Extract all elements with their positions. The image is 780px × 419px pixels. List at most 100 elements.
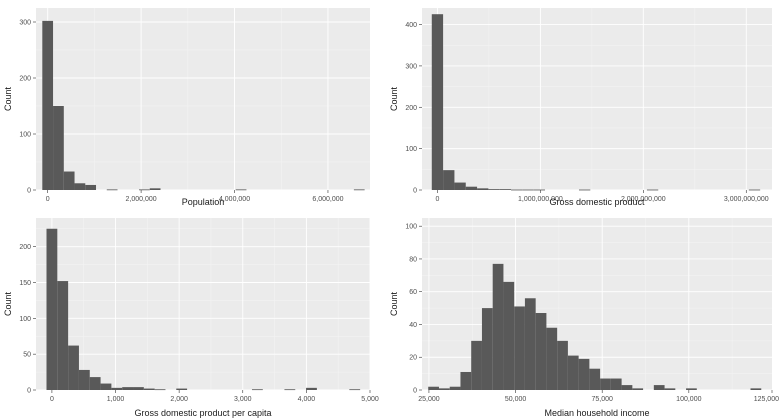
- histogram-bar: [100, 383, 112, 390]
- x-axis-title: Gross domestic product: [549, 197, 645, 207]
- y-tick-label: 100: [19, 316, 31, 323]
- histogram-bar: [78, 369, 90, 390]
- histogram-bar: [589, 368, 601, 390]
- histogram-bar: [686, 388, 697, 390]
- x-tick-label: 2,000: [170, 396, 188, 403]
- y-tick-label: 0: [413, 388, 417, 395]
- y-tick-label: 0: [413, 188, 417, 195]
- histogram-bar: [449, 386, 461, 390]
- histogram-bar: [42, 20, 54, 190]
- histogram-bar: [460, 371, 472, 390]
- histogram-bar: [514, 306, 525, 390]
- x-axis-title: Gross domestic product per capita: [134, 408, 271, 418]
- histogram-bar: [471, 340, 482, 390]
- histogram-bar: [133, 387, 144, 390]
- y-tick-label: 300: [19, 20, 31, 27]
- histogram-bar: [533, 189, 546, 191]
- x-tick-label: 0: [50, 396, 54, 403]
- histogram-panel-4: 0 20 40 60 80 100 25,000 50,000 75,000 100,000 125…: [389, 218, 779, 418]
- y-tick-label: 0: [27, 188, 31, 195]
- y-tick-label: 200: [405, 105, 417, 112]
- histogram-bar: [600, 378, 611, 390]
- histogram-bar: [522, 189, 534, 191]
- histogram-bar: [349, 389, 361, 391]
- histogram-bar: [557, 340, 568, 390]
- x-tick-label: 100,000: [676, 396, 701, 403]
- histogram-bar: [511, 189, 523, 191]
- histogram-bar: [664, 388, 676, 390]
- x-tick-label: 4,000,000: [219, 196, 250, 203]
- histogram-bar: [750, 388, 762, 390]
- histogram-bar: [524, 298, 536, 390]
- x-tick-label: 1,000: [107, 396, 125, 403]
- y-tick-label: 0: [27, 388, 31, 395]
- x-tick-label: 4,000: [298, 396, 316, 403]
- histogram-bar: [154, 389, 166, 391]
- histogram-bar: [284, 389, 296, 391]
- y-axis-title: Count: [389, 87, 399, 112]
- panel-background: [422, 8, 772, 190]
- histogram-bar: [567, 355, 579, 390]
- histogram-bar: [53, 106, 64, 190]
- histogram-bar: [748, 189, 761, 191]
- x-tick-label: 1,000,000,000: [518, 196, 563, 203]
- histogram-bar: [546, 327, 558, 390]
- x-axis-title: Population: [182, 197, 225, 207]
- histogram-bar: [176, 388, 188, 390]
- x-tick-label: 125,000: [754, 396, 779, 403]
- y-axis-title: Count: [3, 292, 13, 317]
- x-tick-label: 2,000,000,000: [621, 196, 666, 203]
- histogram-bar: [632, 388, 644, 390]
- histogram-bar: [57, 281, 69, 390]
- histogram-bar: [454, 182, 466, 190]
- histogram-bar: [139, 189, 150, 191]
- y-tick-label: 200: [19, 76, 31, 83]
- histogram-bar: [74, 183, 86, 190]
- histogram-bar: [143, 388, 155, 390]
- y-tick-label: 300: [405, 63, 417, 70]
- panel-background: [36, 8, 370, 190]
- histogram-bar: [578, 189, 591, 191]
- histogram-bar: [492, 263, 504, 390]
- histogram-bar: [610, 378, 622, 390]
- x-tick-label: 6,000,000: [312, 196, 343, 203]
- histogram-panel-1: 0 100 200 300 0 2,000,000 4,000,000 6,000,000 Po…: [3, 8, 370, 207]
- y-tick-label: 80: [409, 256, 417, 263]
- histogram-bar: [149, 188, 161, 190]
- histogram-bar: [535, 313, 547, 390]
- x-tick-label: 0: [435, 196, 439, 203]
- histogram-bar: [353, 189, 365, 191]
- histogram-panel-3: 0 50 100 150 200 0 1,000 2,000 3,000 4,000 5,000 Gr…: [3, 218, 379, 418]
- histogram-panel-2: 0 100 200 300 400 0 1,000,000,000 2,000,000,000…: [389, 8, 772, 207]
- x-tick-label: 2,000,000: [126, 196, 157, 203]
- histogram-bar: [653, 385, 665, 390]
- y-tick-label: 40: [409, 322, 417, 329]
- y-tick-label: 20: [409, 355, 417, 362]
- y-tick-label: 60: [409, 289, 417, 296]
- y-tick-label: 150: [19, 280, 31, 287]
- y-tick-label: 400: [405, 22, 417, 29]
- histogram-bar: [503, 281, 515, 390]
- y-tick-label: 50: [23, 352, 31, 359]
- x-tick-label: 5,000: [361, 396, 379, 403]
- histogram-bar: [46, 228, 58, 390]
- histogram-bar: [578, 358, 590, 390]
- x-tick-label: 3,000: [234, 396, 252, 403]
- histogram-bar: [251, 389, 263, 391]
- histogram-bar: [488, 189, 500, 190]
- histogram-bar: [438, 388, 450, 390]
- histogram-bar: [465, 186, 478, 190]
- x-tick-label: 3,000,000,000: [724, 196, 769, 203]
- histogram-bar: [621, 385, 633, 390]
- y-tick-label: 200: [19, 244, 31, 251]
- histogram-bar: [89, 377, 101, 390]
- x-tick-label: 75,000: [591, 396, 613, 403]
- histogram-bar: [106, 189, 118, 191]
- histogram-bar: [85, 184, 97, 190]
- x-tick-label: 25,000: [418, 396, 440, 403]
- y-tick-label: 100: [19, 132, 31, 139]
- y-tick-label: 100: [405, 224, 417, 231]
- histogram-bar: [306, 387, 317, 390]
- histogram-bar: [122, 387, 134, 390]
